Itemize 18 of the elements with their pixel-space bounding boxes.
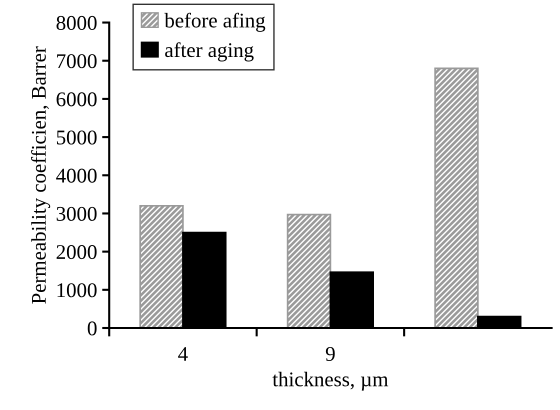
y-tick-label: 0: [88, 321, 97, 336]
y-tick-label: 2000: [56, 245, 97, 260]
y-tick-label: 7000: [57, 54, 97, 68]
bar: [286, 214, 332, 328]
y-tick-label: 3000: [56, 206, 97, 221]
bar: [139, 204, 184, 328]
x-tick-label: 9: [326, 346, 335, 361]
legend-label: before afing: [164, 12, 266, 32]
y-tick-label: 5000: [56, 130, 97, 145]
y-tick-label: 6000: [56, 92, 97, 106]
bar: [434, 68, 479, 328]
legend-label: after aging: [165, 42, 254, 62]
y-tick-label: 8000: [56, 16, 97, 30]
y-tick-label: 4000: [56, 168, 97, 183]
x-tick-label: 4: [178, 347, 188, 361]
x-axis-title: thickness, µm: [272, 372, 388, 391]
y-axis-title: Permeability coefficien, Barrer: [31, 46, 50, 304]
y-tick-label: 1000: [58, 283, 97, 298]
